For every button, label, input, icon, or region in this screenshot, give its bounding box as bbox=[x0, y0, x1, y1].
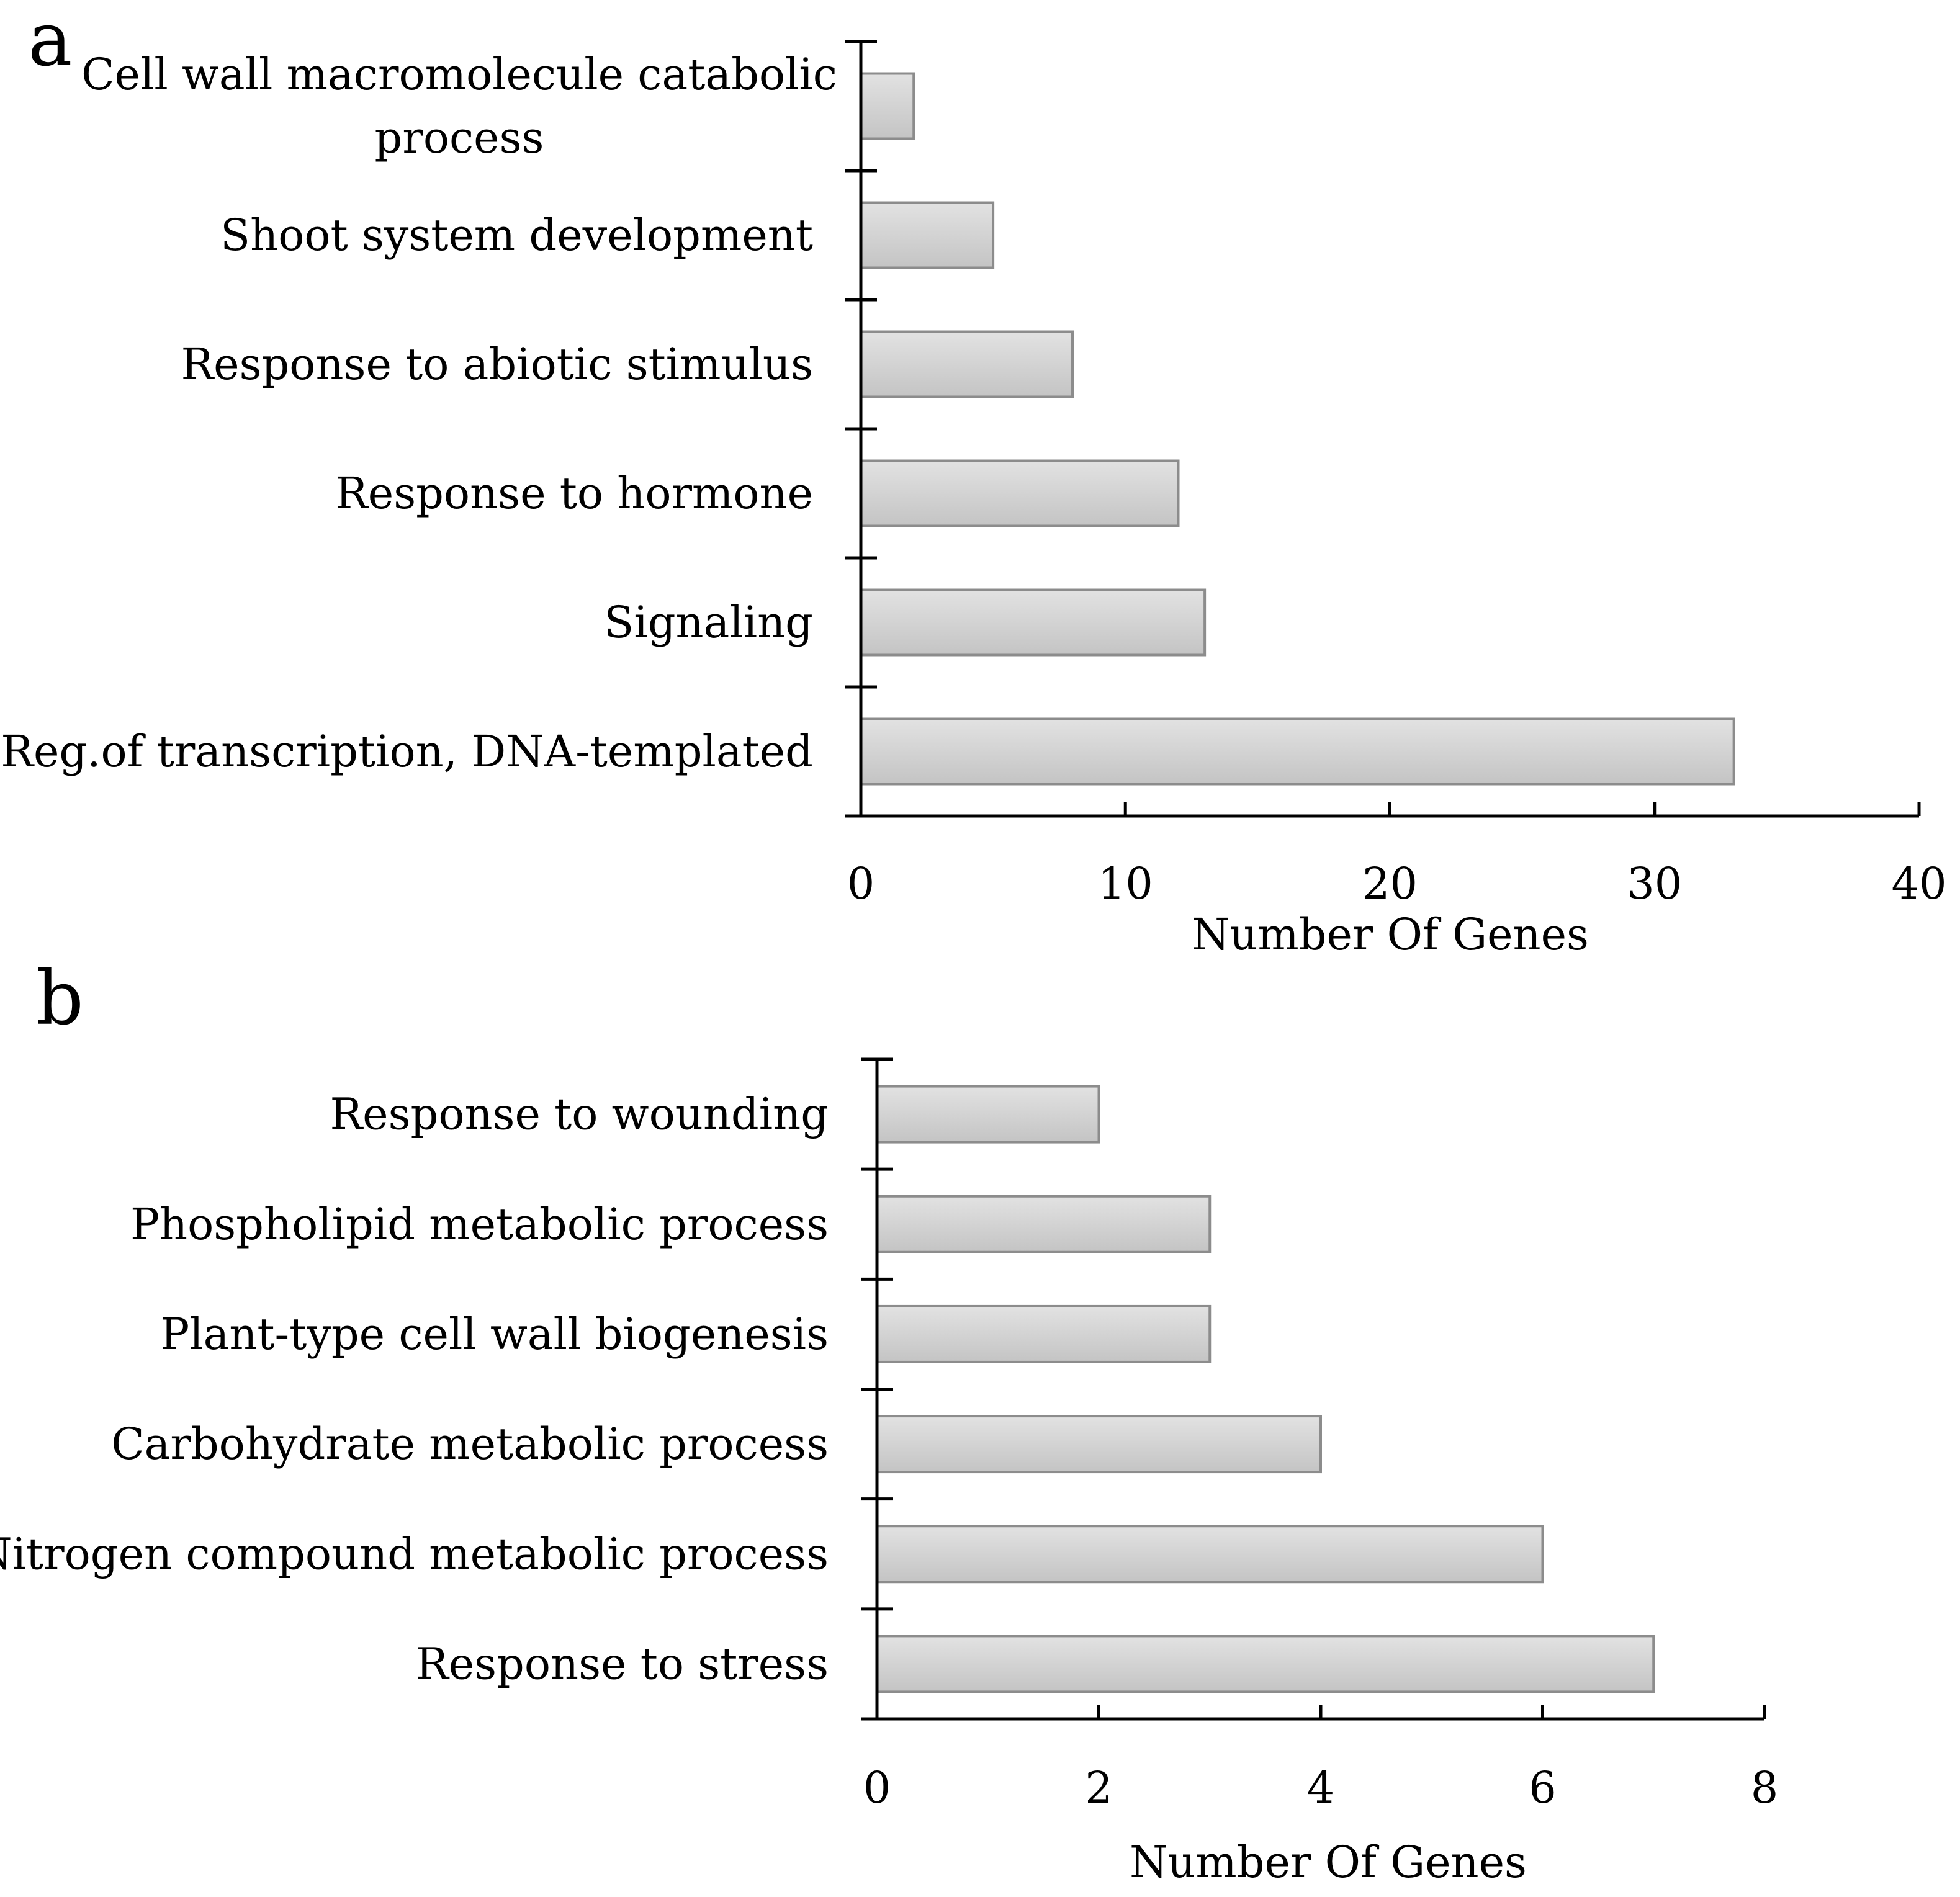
category-label-a-1-line-2: process bbox=[375, 112, 544, 163]
bar-a-5 bbox=[860, 588, 1207, 657]
bar-b-3 bbox=[876, 1304, 1212, 1363]
bar-b-1 bbox=[876, 1085, 1100, 1144]
category-label-a-1-line-1: Cell wall macromolecule catabolic bbox=[81, 49, 837, 100]
category-label-a-5: Signaling bbox=[604, 597, 813, 648]
category-label-b-6: Response to stress bbox=[416, 1638, 829, 1689]
category-label-a-4: Response to hormone bbox=[335, 468, 813, 519]
x-tick-label-b-2: 2 bbox=[1085, 1762, 1113, 1813]
category-label-a-6: Reg.of transcription, DNA-templated bbox=[1, 726, 813, 777]
chart-panel-b: b Response to wounding Phospholipid metab… bbox=[0, 956, 1778, 1888]
panel-label-b: b bbox=[36, 956, 84, 1042]
category-label-a-2: Shoot system development bbox=[220, 210, 813, 261]
bars-panel-a bbox=[860, 72, 1735, 786]
bars-panel-b bbox=[876, 1085, 1655, 1693]
x-tick-label-a-30: 30 bbox=[1627, 858, 1682, 909]
x-tick-label-a-20: 20 bbox=[1362, 858, 1418, 909]
bar-b-5 bbox=[876, 1525, 1544, 1584]
x-axis-title-b: Number Of Genes bbox=[1130, 1837, 1527, 1888]
x-tick-label-b-4: 4 bbox=[1307, 1762, 1335, 1813]
axes-panel-b: 0 2 4 6 8 bbox=[861, 1057, 1779, 1813]
x-axis-title-a: Number Of Genes bbox=[1192, 909, 1589, 960]
category-label-b-3: Plant-type cell wall biogenesis bbox=[160, 1309, 829, 1360]
bar-a-4 bbox=[860, 459, 1180, 527]
chart-panel-a: a Cell wall macromolecule catabolic proce… bbox=[1, 0, 1946, 960]
x-tick-label-b-0: 0 bbox=[863, 1762, 891, 1813]
x-tick-label-b-6: 6 bbox=[1529, 1762, 1557, 1813]
bar-b-4 bbox=[876, 1415, 1322, 1474]
x-tick-label-a-10: 10 bbox=[1098, 858, 1153, 909]
category-label-b-1: Response to wounding bbox=[330, 1089, 829, 1140]
category-label-b-4: Carbohydrate metabolic process bbox=[111, 1419, 829, 1469]
bar-a-6 bbox=[860, 717, 1735, 786]
x-tick-label-b-8: 8 bbox=[1751, 1762, 1779, 1813]
x-tick-label-a-0: 0 bbox=[847, 858, 875, 909]
category-label-b-2: Phospholipid metabolic process bbox=[130, 1199, 829, 1250]
bar-a-3 bbox=[860, 330, 1074, 398]
bar-b-2 bbox=[876, 1195, 1212, 1253]
axes-panel-a: 0 10 20 30 40 bbox=[845, 40, 1947, 909]
category-label-a-3: Response to abiotic stimulus bbox=[181, 339, 813, 390]
category-labels-panel-a: Cell wall macromolecule catabolic process… bbox=[1, 49, 837, 777]
bar-b-6 bbox=[876, 1635, 1655, 1693]
category-labels-panel-b: Response to wounding Phospholipid metabol… bbox=[0, 1089, 829, 1690]
bar-a-1 bbox=[860, 72, 915, 140]
bar-a-2 bbox=[860, 201, 995, 269]
panel-label-a: a bbox=[28, 0, 73, 83]
x-tick-label-a-40: 40 bbox=[1891, 858, 1946, 909]
category-label-b-5: Nitrogen compound metabolic process bbox=[0, 1528, 829, 1579]
